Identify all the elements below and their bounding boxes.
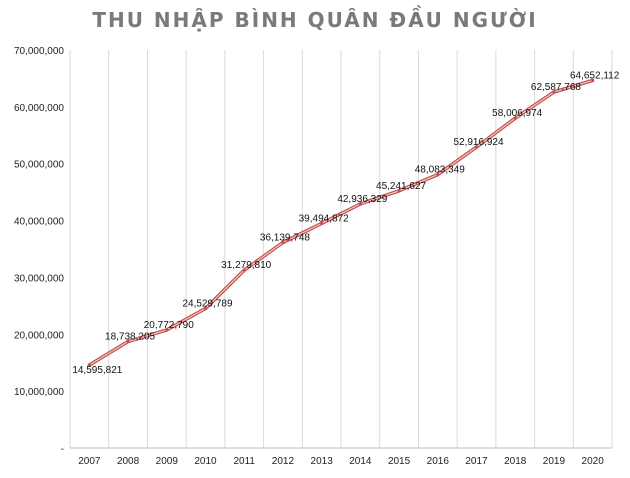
- x-tick-label: 2018: [504, 456, 527, 467]
- x-tick-label: 2017: [465, 456, 488, 467]
- y-tick-label: 70,000,000: [14, 46, 64, 57]
- y-tick-label: -: [61, 444, 64, 455]
- data-label: 24,529,789: [182, 299, 232, 310]
- data-label: 18,738,205: [105, 331, 155, 342]
- y-tick-label: 30,000,000: [14, 273, 64, 284]
- x-tick-label: 2007: [78, 456, 101, 467]
- data-label: 36,139,748: [260, 233, 310, 244]
- data-label: 64,652,112: [570, 70, 620, 81]
- data-label: 58,006,974: [492, 108, 542, 119]
- data-point: [591, 78, 595, 82]
- data-point: [320, 221, 324, 225]
- y-tick-label: 40,000,000: [14, 217, 64, 228]
- data-label: 39,494,872: [299, 213, 349, 224]
- chart-title: THU NHẬP BÌNH QUÂN ĐẦU NGƯỜI: [92, 8, 538, 32]
- x-tick-label: 2009: [156, 456, 179, 467]
- x-tick-label: 2016: [427, 456, 450, 467]
- data-point: [513, 116, 517, 120]
- data-point: [165, 328, 169, 332]
- x-tick-label: 2008: [117, 456, 140, 467]
- x-tick-label: 2010: [194, 456, 217, 467]
- data-point: [397, 189, 401, 193]
- y-tick-label: 60,000,000: [14, 103, 64, 114]
- data-point: [126, 339, 130, 343]
- x-tick-label: 2013: [311, 456, 334, 467]
- data-point: [204, 307, 207, 311]
- data-label: 20,772,790: [144, 320, 194, 331]
- x-tick-label: 2014: [349, 456, 372, 467]
- data-label: 45,241,627: [376, 181, 426, 192]
- y-tick-label: 50,000,000: [14, 160, 64, 171]
- data-point: [436, 173, 440, 177]
- data-label: 62,587,768: [531, 82, 581, 93]
- x-tick-label: 2015: [388, 456, 411, 467]
- data-label: 52,916,924: [453, 137, 503, 148]
- y-tick-label: 10,000,000: [14, 387, 64, 398]
- data-point: [475, 145, 478, 149]
- data-point: [87, 363, 91, 367]
- x-tick-label: 2012: [272, 456, 295, 467]
- x-tick-label: 2019: [543, 456, 566, 467]
- x-tick-label: 2020: [582, 456, 605, 467]
- data-label: 48,083,349: [415, 165, 465, 176]
- y-tick-label: 20,000,000: [14, 330, 64, 341]
- data-point: [242, 268, 246, 272]
- data-point: [552, 90, 556, 94]
- x-tick-label: 2011: [233, 456, 255, 467]
- data-label: 31,279,810: [221, 260, 271, 271]
- series-line-highlight: [88, 79, 594, 366]
- data-label: 42,936,329: [337, 194, 387, 205]
- data-point: [358, 202, 362, 206]
- data-point: [281, 241, 285, 245]
- data-label: 14,595,821: [72, 365, 122, 376]
